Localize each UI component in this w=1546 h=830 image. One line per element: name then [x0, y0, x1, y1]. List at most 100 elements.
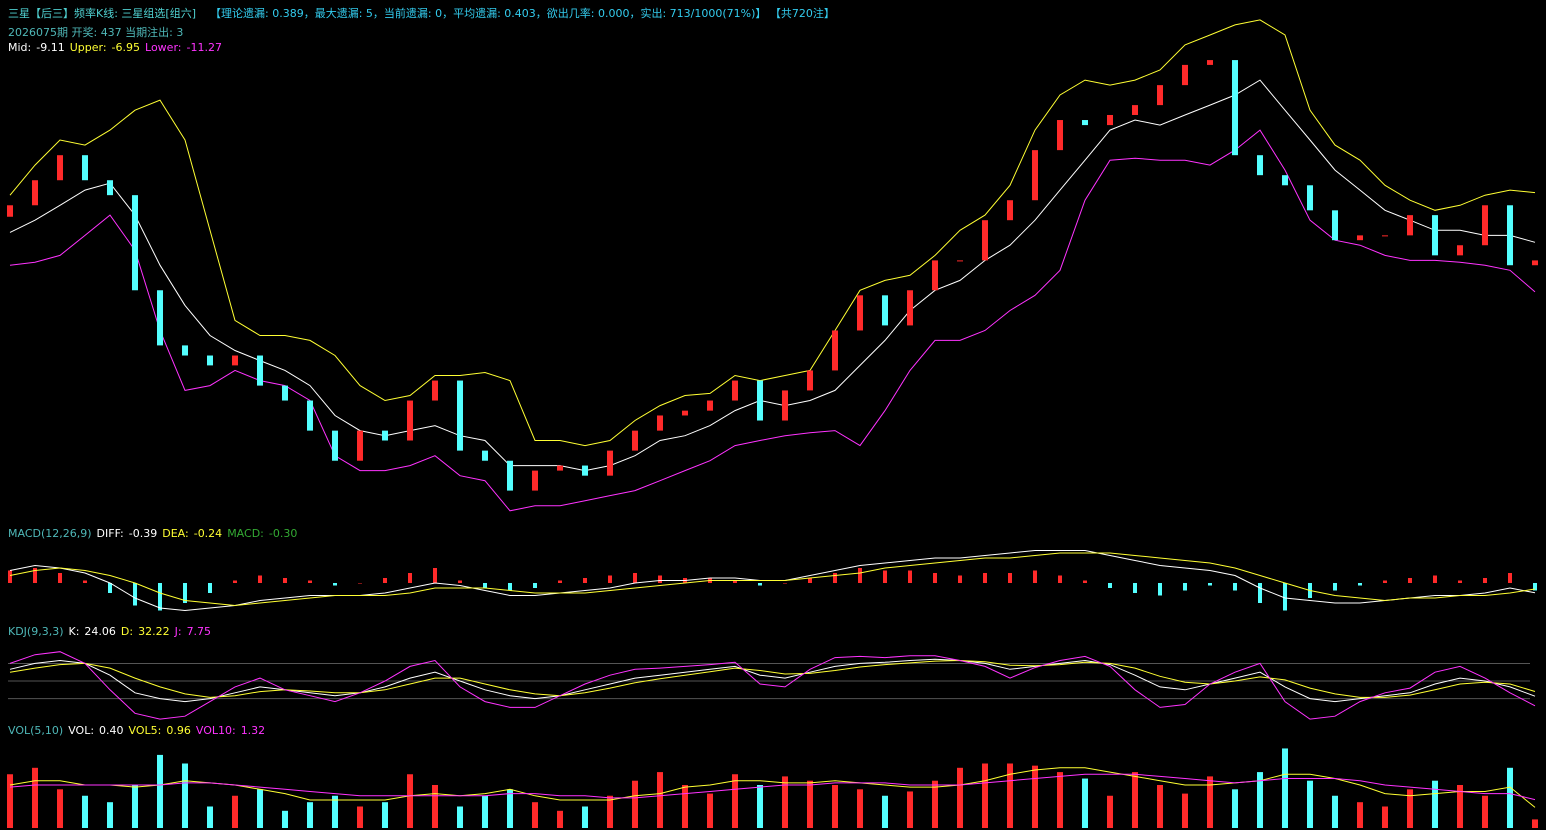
macd-bar [508, 583, 512, 591]
volume-bar [57, 789, 63, 828]
macd-bar [1108, 583, 1112, 588]
candle [1182, 64, 1188, 86]
macd-bar [1208, 583, 1212, 586]
volume-bar [532, 802, 538, 828]
candle [757, 380, 763, 421]
macd-bar [483, 583, 487, 588]
candle [957, 260, 963, 262]
volume-bar [432, 785, 438, 828]
macd-bar [583, 578, 587, 583]
candle [407, 400, 413, 441]
volume-bar [332, 795, 338, 828]
line [9, 659, 1536, 698]
macd-bar [1133, 583, 1137, 593]
macd-bar [133, 583, 137, 606]
volume-bar [857, 789, 863, 828]
volume-bar [257, 789, 263, 828]
volume-bar [132, 785, 138, 828]
macd-bar [908, 570, 912, 583]
legend-label: DIFF: [97, 527, 124, 540]
macd-bar [383, 578, 387, 583]
volume-bar [882, 795, 888, 828]
volume-bar [1507, 767, 1513, 828]
panel-title: VOL(5,10) [8, 724, 63, 737]
candle [32, 180, 38, 206]
candle [1382, 235, 1388, 237]
volume-bar [1382, 806, 1388, 828]
volume-bar [907, 791, 913, 828]
legend-label: J: [174, 625, 182, 638]
macd-bar [1533, 583, 1537, 591]
macd-bar [1283, 583, 1287, 611]
candle [1507, 205, 1513, 266]
macd-bar [8, 570, 12, 583]
volume-bar [1032, 765, 1038, 828]
macd-bar [1058, 575, 1062, 583]
candle [1082, 120, 1088, 126]
candle [82, 155, 88, 181]
legend-value: 24.06 [84, 625, 116, 638]
macd-bar [1458, 580, 1462, 583]
volume-bar [107, 802, 113, 828]
macd-bar [633, 573, 637, 583]
volume-bar [1207, 776, 1213, 828]
legend-value: -0.39 [129, 527, 157, 540]
legend-value: 0.40 [99, 724, 124, 737]
candle [732, 380, 738, 401]
macd-bar [808, 578, 812, 583]
macd-bar [183, 583, 187, 603]
candle [1207, 60, 1213, 65]
volume-bar [232, 795, 238, 828]
candle [182, 345, 188, 356]
volume-bar [382, 802, 388, 828]
candle [882, 295, 888, 326]
candle [107, 180, 113, 196]
macd-bar [1183, 583, 1187, 591]
candle [1257, 155, 1263, 176]
volume-bar [1057, 772, 1063, 828]
volume-bar [1232, 789, 1238, 828]
macd-bar [1033, 570, 1037, 583]
macd-bar [308, 580, 312, 583]
macd-bar [1083, 580, 1087, 583]
candle [282, 385, 288, 401]
macd-bar [1233, 583, 1237, 591]
candle [607, 450, 613, 476]
candle [1282, 175, 1288, 186]
macd-bar [1158, 583, 1162, 596]
candle [982, 220, 988, 261]
candle [1232, 60, 1238, 156]
legend-label: Mid: [8, 41, 31, 54]
macd-bar [433, 568, 437, 583]
line [9, 129, 1536, 512]
macd-bar [833, 573, 837, 583]
candle [1057, 120, 1063, 151]
candle [1482, 205, 1488, 246]
panel-title: KDJ(9,3,3) [8, 625, 64, 638]
volume-bar [1257, 772, 1263, 828]
candle [582, 465, 588, 476]
volume-bar [707, 793, 713, 828]
candle [1332, 210, 1338, 241]
candle [132, 195, 138, 291]
macd-bar [1383, 580, 1387, 583]
candle [707, 400, 713, 411]
macd-bar [558, 580, 562, 583]
candle [1432, 215, 1438, 256]
candle [57, 155, 63, 181]
volume-bar [657, 772, 663, 828]
macd-bar [783, 583, 787, 584]
candle [657, 415, 663, 431]
candle [1457, 245, 1463, 256]
volume-bar [682, 785, 688, 828]
candle [7, 205, 13, 217]
volume-bar [1282, 748, 1288, 828]
volume-bar [807, 780, 813, 828]
candle [682, 410, 688, 416]
volume-bar [632, 780, 638, 828]
legend-label: Upper: [70, 41, 107, 54]
macd-bar [933, 573, 937, 583]
candle [157, 290, 163, 346]
macd-bar [108, 583, 112, 593]
volume-bar [1407, 789, 1413, 828]
